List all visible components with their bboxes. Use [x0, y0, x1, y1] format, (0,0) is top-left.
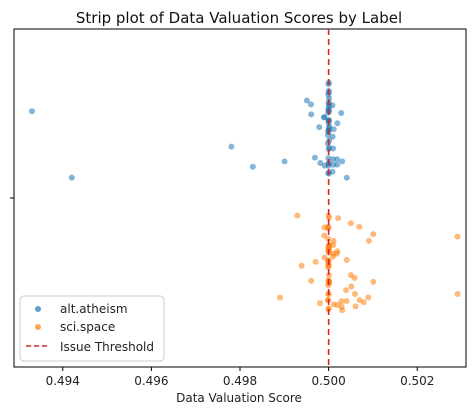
- data-point-alt-atheism-8: [311, 154, 318, 161]
- data-point-alt-atheism-57: [338, 109, 345, 116]
- data-point-alt-atheism-9: [317, 160, 324, 167]
- data-point-alt-atheism-1: [68, 174, 75, 181]
- data-point-sci-space-5: [316, 300, 323, 307]
- x-axis-label: Data Valuation Score: [176, 391, 302, 405]
- x-axis-tick-label: 0.500: [311, 374, 345, 388]
- data-point-sci-space-59: [351, 275, 358, 281]
- data-point-alt-atheism-5: [308, 111, 315, 118]
- x-axis-tick-label: 0.498: [223, 374, 257, 388]
- chart-title: Strip plot of Data Valuation Scores by L…: [76, 9, 402, 27]
- data-point-sci-space-29: [325, 305, 332, 312]
- data-point-alt-atheism-54: [334, 161, 341, 168]
- data-point-sci-space-65: [365, 237, 372, 244]
- data-point-sci-space-28: [325, 235, 332, 242]
- data-point-sci-space-49: [334, 248, 341, 255]
- data-point-alt-atheism-3: [249, 163, 256, 170]
- data-point-sci-space-48: [335, 215, 342, 222]
- data-point-sci-space-53: [343, 256, 350, 263]
- x-axis-tick-label: 0.494: [46, 374, 80, 388]
- data-point-alt-atheism-50: [330, 145, 337, 152]
- data-point-sci-space-4: [312, 258, 319, 265]
- data-point-sci-space-57: [347, 220, 354, 227]
- legend-label-sci-space: sci.space: [60, 320, 115, 334]
- data-point-sci-space-61: [352, 303, 359, 310]
- data-point-sci-space-7: [321, 232, 328, 239]
- data-point-sci-space-36: [326, 214, 332, 221]
- data-point-sci-space-64: [360, 299, 367, 306]
- data-point-sci-space-45: [330, 237, 337, 244]
- data-point-alt-atheism-2: [228, 143, 235, 150]
- data-point-sci-space-35: [325, 225, 332, 232]
- data-point-alt-atheism-59: [343, 174, 350, 181]
- x-axis-tick-label: 0.496: [134, 374, 168, 388]
- x-axis: 0.494 0.496 0.498 0.500 0.502: [46, 367, 434, 388]
- data-point-sci-space-50: [338, 298, 345, 305]
- x-axis-tick-label: 0.502: [400, 374, 434, 388]
- data-point-sci-space-0: [277, 294, 284, 301]
- data-point-sci-space-63: [356, 223, 363, 230]
- data-point-sci-space-2: [298, 262, 305, 269]
- data-point-alt-atheism-53: [329, 156, 336, 163]
- data-point-sci-space-67: [370, 278, 377, 285]
- data-point-sci-space-58: [348, 283, 355, 290]
- data-point-alt-atheism-55: [334, 156, 341, 163]
- data-point-sci-space-3: [308, 277, 315, 284]
- data-point-sci-space-54: [343, 297, 350, 304]
- data-point-alt-atheism-4: [281, 158, 288, 165]
- data-point-sci-space-68: [370, 231, 377, 238]
- data-point-sci-space-66: [365, 294, 372, 301]
- legend: alt.atheism sci.space Issue Threshold: [19, 295, 165, 362]
- data-point-sci-space-69: [454, 291, 461, 298]
- data-points-layer: [28, 79, 461, 314]
- data-point-sci-space-1: [294, 212, 301, 219]
- legend-marker-alt-atheism: [35, 306, 41, 312]
- data-point-alt-atheism-46: [325, 155, 332, 162]
- data-point-alt-atheism-0: [28, 108, 35, 115]
- data-point-sci-space-30: [325, 282, 332, 289]
- data-point-alt-atheism-48: [329, 133, 336, 140]
- legend-marker-sci-space: [35, 324, 41, 330]
- data-point-alt-atheism-6: [303, 97, 310, 104]
- data-point-alt-atheism-10: [316, 124, 323, 131]
- data-point-sci-space-70: [454, 233, 461, 240]
- legend-label-alt-atheism: alt.atheism: [60, 302, 128, 316]
- data-point-alt-atheism-47: [330, 126, 337, 133]
- data-point-sci-space-55: [343, 287, 350, 294]
- data-point-alt-atheism-51: [329, 168, 336, 175]
- data-point-sci-space-52: [339, 307, 346, 314]
- data-point-alt-atheism-52: [329, 102, 336, 109]
- legend-box: [19, 295, 165, 362]
- legend-label-issue-threshold: Issue Threshold: [60, 340, 154, 354]
- data-point-sci-space-40: [325, 245, 332, 252]
- data-point-alt-atheism-7: [308, 101, 315, 108]
- data-point-alt-atheism-12: [320, 114, 327, 121]
- data-point-sci-space-60: [351, 290, 358, 297]
- data-point-sci-space-39: [325, 272, 332, 279]
- data-point-alt-atheism-56: [334, 120, 341, 127]
- data-point-alt-atheism-58: [339, 158, 346, 165]
